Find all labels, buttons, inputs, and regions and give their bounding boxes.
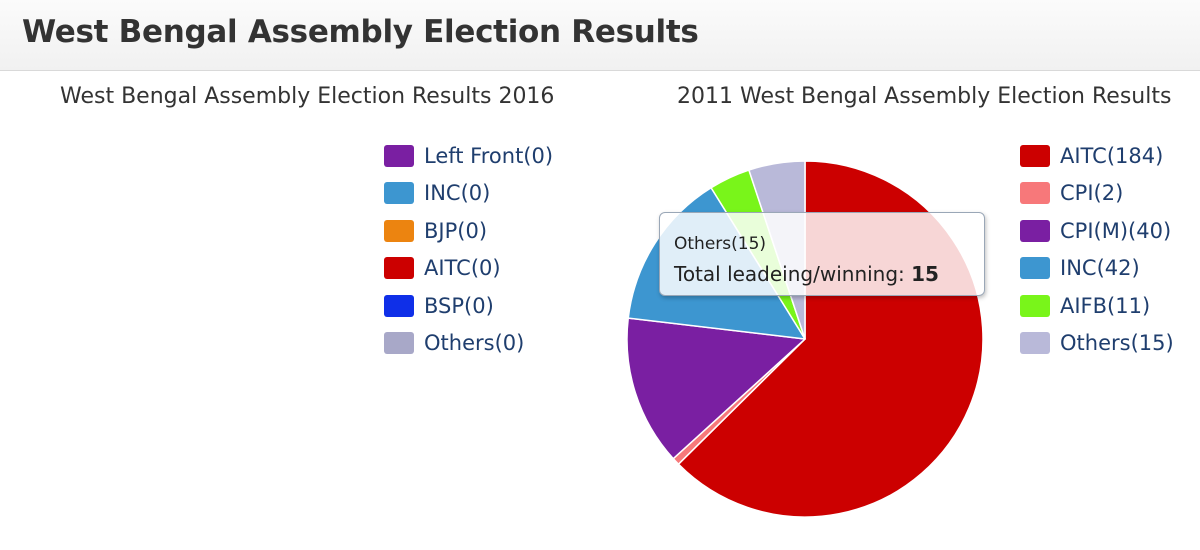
chart-2011-legend-item[interactable]: Others(15) [1020, 330, 1174, 356]
chart-2011-legend-item[interactable]: INC(42) [1020, 255, 1140, 281]
legend-label: Others(0) [424, 331, 525, 355]
legend-label: CPI(2) [1060, 181, 1124, 206]
legend-swatch [384, 332, 414, 354]
legend-label: INC(0) [424, 181, 491, 206]
legend-label: CPI(M)(40) [1060, 218, 1172, 243]
legend-label: BJP(0) [424, 218, 488, 243]
tooltip-body: Total leadeing/winning: 15 [674, 262, 939, 286]
chart-2011-title: 2011 West Bengal Assembly Election Resul… [677, 84, 1172, 109]
legend-label: Others(15) [1060, 331, 1174, 355]
legend-swatch [384, 257, 414, 280]
chart-2016-legend-item[interactable]: INC(0) [384, 180, 490, 206]
chart-2011-pie [626, 160, 984, 518]
legend-swatch [1020, 332, 1050, 354]
page-title: West Bengal Assembly Election Results [22, 14, 699, 50]
legend-swatch [1020, 182, 1050, 205]
page-header: West Bengal Assembly Election Results [0, 0, 1200, 71]
legend-label: INC(42) [1060, 256, 1140, 281]
tooltip-header: Others(15) [674, 234, 767, 254]
tooltip-label: Total leadeing/winning: [674, 262, 912, 286]
chart-2011-legend-item[interactable]: CPI(M)(40) [1020, 218, 1171, 244]
legend-swatch [1020, 294, 1050, 317]
legend-label: AIFB(11) [1060, 293, 1151, 318]
legend-swatch [1020, 145, 1050, 167]
chart-2016-title: West Bengal Assembly Election Results 20… [60, 84, 555, 109]
pie-tooltip: Others(15) Total leadeing/winning: 15 [659, 212, 985, 296]
chart-2011-legend-item[interactable]: CPI(2) [1020, 180, 1123, 206]
chart-2011-legend-item[interactable]: AIFB(11) [1020, 293, 1150, 319]
legend-swatch [384, 294, 414, 317]
chart-2016-legend-item[interactable]: AITC(0) [384, 255, 501, 281]
chart-2011-legend-item[interactable]: AITC(184) [1020, 143, 1163, 169]
legend-label: BSP(0) [424, 293, 494, 318]
legend-swatch [384, 182, 414, 205]
legend-swatch [1020, 219, 1050, 242]
legend-label: AITC(184) [1060, 144, 1164, 168]
chart-2016-legend-item[interactable]: Others(0) [384, 330, 524, 356]
tooltip-value: 15 [911, 262, 939, 286]
legend-swatch [1020, 257, 1050, 280]
pie-slice-cpi-m[interactable] [626, 317, 806, 460]
chart-2016-legend-item[interactable]: BJP(0) [384, 218, 487, 244]
legend-label: Left Front(0) [424, 144, 554, 168]
legend-label: AITC(0) [424, 256, 501, 281]
legend-swatch [384, 145, 414, 167]
chart-2016-legend-item[interactable]: BSP(0) [384, 293, 494, 319]
chart-2016-legend-item[interactable]: Left Front(0) [384, 143, 553, 169]
legend-swatch [384, 219, 414, 242]
